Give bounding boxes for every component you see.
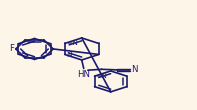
Text: =N: =N bbox=[66, 40, 78, 46]
Text: HN: HN bbox=[77, 70, 90, 79]
Text: N: N bbox=[131, 65, 138, 74]
Text: F: F bbox=[9, 44, 14, 53]
Text: N: N bbox=[66, 52, 72, 58]
Text: =N: =N bbox=[96, 73, 108, 79]
